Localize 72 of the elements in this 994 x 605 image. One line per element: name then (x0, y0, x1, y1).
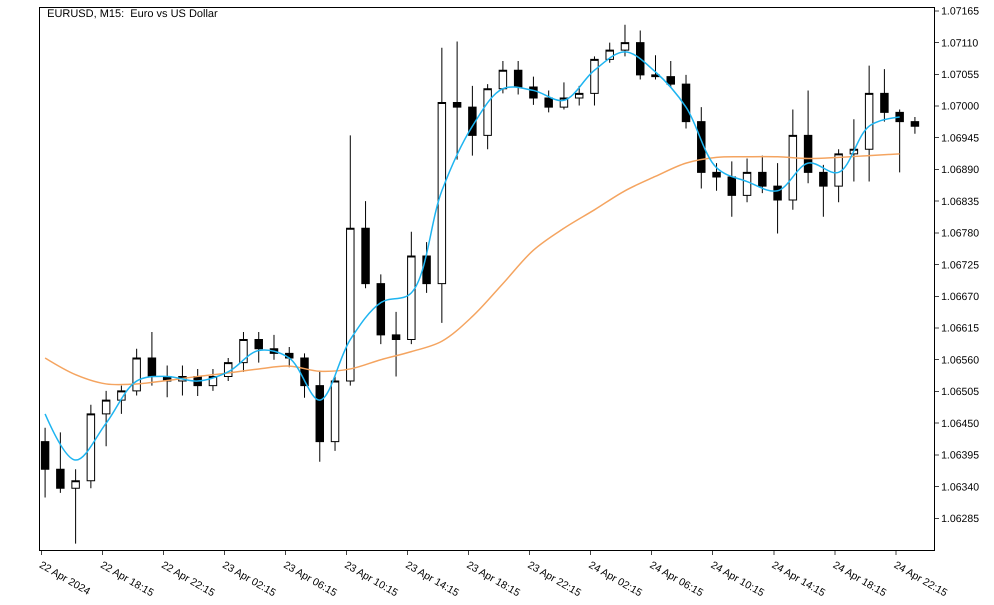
x-tick-label: 23 Apr 18:15 (464, 559, 522, 600)
y-tick-label: 1.07055 (941, 68, 980, 81)
candlestick (132, 348, 141, 396)
candlestick (361, 200, 370, 289)
candlestick (514, 60, 522, 95)
candlestick (804, 90, 812, 184)
candlestick (620, 24, 630, 57)
candlestick (590, 56, 599, 106)
line-series (44, 51, 900, 461)
candlestick (895, 108, 904, 173)
y-tick-label: 1.06835 (941, 196, 980, 208)
candlestick (636, 30, 644, 80)
candlestick (148, 332, 156, 386)
candlestick (728, 160, 736, 218)
candlestick (773, 162, 782, 234)
candlestick (850, 118, 858, 182)
candlestick (468, 85, 477, 156)
candlestick (864, 65, 874, 182)
candlestick (682, 74, 690, 130)
y-tick-label: 1.06340 (941, 481, 980, 494)
line-series (44, 153, 900, 386)
y-tick-label: 1.06780 (941, 228, 980, 240)
y-tick-label: 1.06615 (941, 322, 980, 335)
chart-title: EURUSD, M15: Euro vs US Dollar (47, 8, 218, 20)
candlestick (666, 60, 675, 88)
y-tick-label: 1.06560 (941, 354, 980, 366)
candlestick (330, 376, 340, 452)
y-tick-label: 1.07165 (941, 6, 980, 18)
y-tick-label: 1.06285 (941, 512, 980, 525)
candlestick (834, 148, 843, 203)
candlestick (254, 332, 263, 364)
candlestick (712, 162, 721, 192)
candlestick (239, 332, 248, 372)
candlestick (86, 404, 96, 489)
candlestick (102, 390, 110, 447)
x-tick-label: 22 Apr 18:15 (98, 559, 156, 600)
candlestick (376, 274, 386, 345)
candlestick (651, 54, 660, 80)
y-tick-label: 1.06670 (941, 290, 980, 303)
candlestick (422, 242, 431, 294)
x-tick-label: 24 Apr 18:15 (830, 559, 888, 600)
candlestick (346, 134, 355, 386)
candlestick (742, 158, 752, 203)
x-tick-label: 23 Apr 10:15 (342, 559, 400, 600)
candlestick (498, 60, 508, 94)
candlestick (407, 231, 416, 345)
candlestick (71, 468, 80, 544)
candlestick (788, 108, 798, 210)
y-tick-label: 1.06945 (941, 132, 980, 144)
x-tick-label: 24 Apr 14:15 (770, 559, 828, 600)
y-tick-label: 1.06505 (941, 386, 980, 398)
y-tick-label: 1.07000 (941, 100, 980, 113)
candlestick (544, 90, 553, 113)
y-tick-label: 1.06395 (941, 450, 980, 462)
y-tick-label: 1.06450 (941, 418, 980, 430)
y-tick-label: 1.07110 (941, 37, 978, 50)
y-tick-label: 1.06890 (941, 164, 980, 176)
x-tick-label: 24 Apr 10:15 (708, 559, 766, 600)
x-tick-label: 22 Apr 2024 (37, 559, 92, 598)
candlestick (483, 84, 492, 150)
candlestick (574, 85, 584, 106)
candlestick (910, 116, 920, 134)
y-tick-label: 1.06725 (941, 259, 980, 272)
candlestick (316, 371, 324, 462)
candlestick (392, 311, 400, 377)
x-tick-label: 23 Apr 14:15 (403, 559, 462, 600)
candlestick (758, 155, 767, 194)
candlestick (880, 68, 889, 122)
candlestick (56, 432, 65, 494)
candlestick (819, 164, 828, 218)
candlestick (438, 47, 446, 324)
candlestick (452, 40, 462, 160)
